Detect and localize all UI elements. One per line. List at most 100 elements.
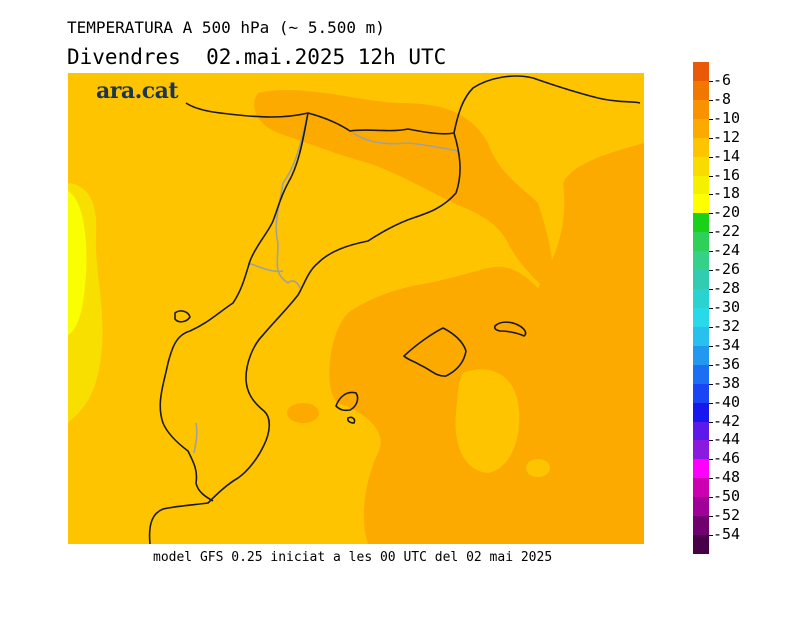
legend-swatch — [693, 516, 709, 536]
legend-label: -40 — [713, 392, 741, 411]
legend-swatch — [693, 194, 709, 214]
legend-swatch — [693, 289, 709, 309]
field-band-18-20 — [68, 191, 87, 335]
legend-swatch — [693, 345, 709, 366]
legend-tick — [709, 402, 713, 404]
legend-swatch — [693, 99, 709, 120]
legend-label: -54 — [713, 525, 741, 544]
legend-tick — [709, 308, 713, 309]
island-ibiza — [335, 391, 359, 412]
legend-tick — [709, 270, 713, 272]
legend-label: -16 — [713, 165, 741, 184]
legend-tick — [709, 99, 713, 101]
legend-swatch — [693, 478, 709, 498]
legend-tick — [709, 421, 713, 423]
legend-tick — [709, 383, 713, 385]
temperature-map — [68, 73, 644, 544]
legend-tick — [709, 80, 713, 82]
legend-label: -46 — [713, 449, 741, 468]
legend-tick — [709, 175, 713, 177]
legend-swatch — [693, 440, 709, 460]
legend-tick — [709, 440, 713, 442]
legend-label: -32 — [713, 316, 741, 335]
island-menorca — [493, 321, 527, 337]
field-blob-small — [526, 459, 550, 477]
legend-tick — [709, 326, 713, 328]
field-band-12-14-southeast — [329, 143, 644, 544]
legend-tick — [709, 232, 713, 234]
legend-label: -22 — [713, 222, 741, 241]
legend-swatch — [693, 383, 709, 404]
legend-label: -48 — [713, 468, 741, 487]
legend-label: -38 — [713, 373, 741, 392]
border-line-south — [193, 422, 198, 454]
island-mallorca — [402, 327, 467, 377]
legend-swatch — [693, 402, 709, 423]
legend-swatch — [693, 364, 709, 385]
legend-tick — [709, 459, 713, 461]
legend-tick — [709, 194, 713, 196]
legend-label: -34 — [713, 335, 741, 354]
legend-label: -26 — [713, 260, 741, 279]
legend-label: -50 — [713, 487, 741, 506]
coastline-inland — [159, 112, 309, 502]
legend-label: -8 — [713, 89, 732, 108]
legend-label: -42 — [713, 411, 741, 430]
legend-label: -10 — [713, 108, 741, 127]
legend-swatch — [693, 270, 709, 290]
legend-label: -12 — [713, 127, 741, 146]
legend-label: -52 — [713, 506, 741, 525]
border-line — [275, 112, 309, 289]
legend-swatch — [693, 535, 709, 555]
legend-tick — [709, 137, 713, 139]
legend-swatch — [693, 232, 709, 252]
legend-swatch — [693, 137, 709, 158]
legend-label: -24 — [713, 241, 741, 260]
chart-subtitle: Divendres 02.mai.2025 12h UTC — [67, 45, 447, 69]
chart-title: TEMPERATURA A 500 hPa (~ 5.500 m) — [67, 18, 385, 37]
legend-swatch — [693, 175, 709, 195]
legend-label: -6 — [713, 70, 732, 89]
border-line-north — [352, 132, 459, 152]
color-legend: -6 -8 -10 -12 -14 -16 -18 -20 -22 -24 -26 -28 -30 -32… — [693, 62, 740, 555]
brand-logo: ara.cat — [96, 78, 179, 104]
legend-swatch — [693, 326, 709, 347]
legend-swatch — [693, 62, 709, 82]
legend-swatch — [693, 156, 709, 177]
coastline-north-east — [453, 75, 641, 134]
legend-swatch — [693, 251, 709, 271]
legend-label: -36 — [713, 354, 741, 373]
coastline — [148, 102, 461, 544]
legend-label: -28 — [713, 279, 741, 298]
legend-label: -20 — [713, 203, 741, 222]
field-band-14-16-inner — [455, 369, 520, 473]
model-caption: model GFS 0.25 iniciat a les 00 UTC del … — [153, 550, 553, 565]
border-line-mid — [247, 262, 284, 273]
legend-tick — [709, 364, 713, 366]
legend-swatch — [693, 308, 709, 328]
legend-label: -18 — [713, 184, 741, 203]
legend-tick — [709, 516, 713, 518]
legend-label: -30 — [713, 298, 741, 316]
legend-tick — [709, 213, 713, 215]
legend-tick — [709, 478, 713, 480]
legend-swatch — [693, 80, 709, 101]
legend-tick — [709, 535, 713, 537]
legend-tick — [709, 118, 713, 120]
legend-label: -14 — [713, 146, 741, 165]
legend-tick — [709, 497, 713, 499]
legend-tick — [709, 156, 713, 158]
field-band-12-14-north — [254, 89, 553, 293]
legend-swatch — [693, 213, 709, 233]
legend-tick — [709, 345, 713, 347]
legend-tick — [709, 289, 713, 291]
coast-islet — [174, 310, 191, 323]
legend-tick — [709, 251, 713, 253]
legend-swatch — [693, 118, 709, 139]
legend-swatch — [693, 497, 709, 517]
legend-swatch — [693, 459, 709, 479]
legend-swatch — [693, 421, 709, 441]
legend-label: -44 — [713, 430, 741, 449]
island-formentera — [347, 416, 356, 424]
field-blob-coast — [287, 403, 319, 423]
